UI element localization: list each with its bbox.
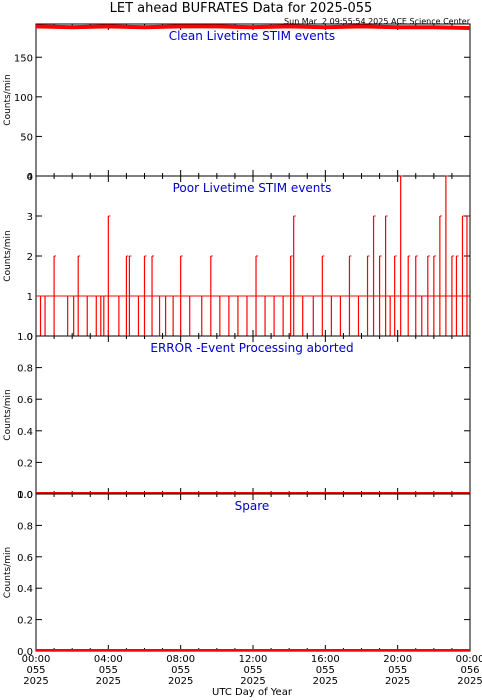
x-tick-label-time: 04:00 (94, 654, 123, 665)
y-tick-label: 0.6 (17, 553, 33, 564)
y-tick-label: 0.6 (17, 395, 33, 406)
x-tick-label-time: 00:00 (456, 654, 482, 665)
y-tick-label: 0.4 (17, 427, 33, 438)
y-tick-label: 4 (27, 172, 33, 183)
y-tick-label: 0.2 (17, 616, 33, 627)
x-tick-label-day: 055 (243, 665, 262, 676)
x-tick-label-year: 2025 (240, 676, 265, 687)
x-tick-label-day: 055 (316, 665, 335, 676)
x-tick-label-day: 056 (460, 665, 479, 676)
panel-title: Spare (235, 499, 270, 513)
y-axis-label: Counts/min (3, 74, 13, 125)
x-tick-label-day: 055 (171, 665, 190, 676)
x-tick-label-time: 00:00 (22, 654, 51, 665)
panel-title: ERROR -Event Processing aborted (150, 341, 353, 355)
panels-group: Clean Livetime STIM events Counts/min 0 50 1… (3, 23, 482, 687)
y-tick-label: 0.8 (17, 521, 33, 532)
y-tick-label: 100 (14, 93, 33, 104)
y-tick-label: 0 (27, 172, 33, 183)
x-tick-label-time: 20:00 (383, 654, 412, 665)
x-tick-label-day: 055 (26, 665, 45, 676)
x-tick-label-year: 2025 (457, 676, 482, 687)
x-tick-label-time: 12:00 (239, 654, 268, 665)
y-tick-label: 50 (20, 132, 33, 143)
panel-4: SpareCounts/min0.00.20.40.60.81.000:0005… (3, 490, 482, 687)
x-tick-label-day: 055 (99, 665, 118, 676)
x-tick-label-time: 16:00 (311, 654, 340, 665)
y-tick-label: 1.0 (17, 332, 33, 343)
y-tick-label: 0.0 (17, 647, 33, 658)
y-axis-label: Counts/min (3, 547, 13, 598)
x-tick-label-year: 2025 (168, 676, 193, 687)
y-tick-label: 1 (27, 292, 33, 303)
timestamp-label: Sun Mar 2 09:55:54 2025 ACE Science Cent… (284, 17, 471, 26)
y-tick-label: 150 (14, 53, 33, 64)
y-tick-label: 0 (27, 332, 33, 343)
y-tick-label: 3 (27, 212, 33, 223)
x-tick-label-year: 2025 (313, 676, 338, 687)
y-tick-label: 0.0 (17, 490, 33, 501)
x-tick-label-year: 2025 (96, 676, 121, 687)
x-tick-label-year: 2025 (385, 676, 410, 687)
y-tick-label: 0.8 (17, 364, 33, 375)
x-tick-label-year: 2025 (23, 676, 48, 687)
panel-1: Clean Livetime STIM events Counts/min 0 50 1… (3, 23, 471, 183)
panel-3: ERROR -Event Processing aborted Counts/mi… (3, 332, 471, 501)
y-tick-label: 2 (27, 252, 33, 263)
panel-title: Clean Livetime STIM events (169, 29, 335, 43)
x-tick-label-time: 08:00 (166, 654, 195, 665)
x-tick-label-day: 055 (388, 665, 407, 676)
y-axis-label: Counts/min (3, 389, 13, 440)
y-tick-label: 0.2 (17, 458, 33, 469)
x-axis-label: UTC Day of Year (212, 687, 293, 698)
y-axis-label: Counts/min (3, 230, 13, 281)
y-tick-label: 1.0 (17, 490, 33, 501)
panel-title: Poor Livetime STIM events (173, 181, 332, 195)
y-tick-label: 0.4 (17, 584, 33, 595)
figure-title: LET ahead BUFRATES Data for 2025-055 (110, 1, 373, 16)
